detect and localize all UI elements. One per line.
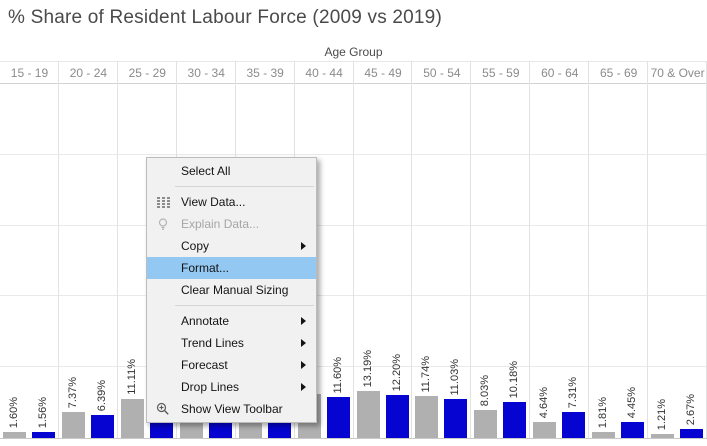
column-header[interactable]: 25 - 29 [128,65,166,80]
bar-2019[interactable] [444,399,467,438]
bar-value-label: 6.39% [96,379,108,411]
menu-item-forecast[interactable]: Forecast [147,354,316,376]
column-separator [647,61,648,438]
bar-value-label: 8.03% [479,374,491,406]
column-separator [529,61,530,438]
menu-item-label: Annotate [181,314,230,328]
bar-value-label: 1.21% [656,398,668,430]
menu-item-label: Drop Lines [181,380,240,394]
bar-value-label: 1.81% [597,396,609,428]
submenu-arrow-icon [301,242,306,250]
column-header[interactable]: 35 - 39 [246,65,284,80]
menu-item-label: Select All [181,164,231,178]
column-header[interactable]: 40 - 44 [305,65,343,80]
column-separator [58,61,59,438]
bar-2019[interactable] [562,412,585,438]
menu-item-select-all[interactable]: Select All [147,160,316,182]
menu-item-label: Explain Data... [181,217,260,231]
bar-2019[interactable] [327,397,350,438]
menu-item-label: View Data... [181,195,246,209]
submenu-arrow-icon [301,361,306,369]
menu-item-drop-lines[interactable]: Drop Lines [147,376,316,398]
column-separator [117,61,118,438]
bar-value-label: 11.03% [449,358,461,396]
column-header[interactable]: 65 - 69 [600,65,638,80]
menu-item-label: Show View Toolbar [181,402,283,416]
submenu-arrow-icon [301,383,306,391]
column-header[interactable]: 30 - 34 [187,65,225,80]
menu-item-format[interactable]: Format... [147,257,316,279]
menu-item-trend-lines[interactable]: Trend Lines [147,332,316,354]
menu-item-annotate[interactable]: Annotate [147,310,316,332]
column-separator [411,61,412,438]
bar-2019[interactable] [680,429,703,438]
column-separator [353,61,354,438]
plot-area: 1.60% 7.37% 11.11% 13.19% 11.74% 8.03% 4.64% 1.… [0,61,707,439]
bar-2009[interactable] [533,422,556,438]
bar-2009[interactable] [121,399,144,438]
menu-item-label: Trend Lines [181,336,244,350]
menu-item-label: Format... [181,261,230,275]
menu-item-label: Clear Manual Sizing [181,283,289,297]
bar-value-label: 11.11% [126,359,138,395]
bar-2009[interactable] [357,391,380,438]
menu-item-view-data[interactable]: View Data... [147,191,316,213]
column-header[interactable]: 70 & Over [650,65,705,80]
column-separator [470,61,471,438]
menu-separator [175,186,314,187]
zoom-icon [155,402,171,416]
bar-value-label: 10.18% [508,360,520,398]
menu-item-show-view-toolbar[interactable]: Show View Toolbar [147,398,316,420]
bar-value-label: 7.31% [567,376,579,408]
x-axis-title: Age Group [324,45,383,59]
bar-value-label: 1.56% [37,396,49,428]
menu-separator [175,305,314,306]
bar-2019[interactable] [386,395,409,438]
bar-2009[interactable] [62,412,85,438]
bar-value-label: 12.20% [391,353,403,391]
menu-item-copy[interactable]: Copy [147,235,316,257]
bar-value-label: 1.60% [8,396,20,428]
submenu-arrow-icon [301,339,306,347]
lightbulb-icon [155,217,171,231]
menu-item-clear-manual-sizing[interactable]: Clear Manual Sizing [147,279,316,301]
bar-2019[interactable] [621,422,644,438]
context-menu: Select All View Data... Explain Data... Cop… [146,157,317,423]
submenu-arrow-icon [301,317,306,325]
bar-2019[interactable] [32,432,55,438]
bar-2009[interactable] [651,434,674,438]
bar-2019[interactable] [91,415,114,438]
bar-2009[interactable] [415,396,438,438]
bar-2019[interactable] [503,402,526,438]
menu-item-explain-data: Explain Data... [147,213,316,235]
column-header[interactable]: 45 - 49 [364,65,402,80]
bar-2009[interactable] [592,432,615,438]
bar-value-label: 11.74% [420,355,432,393]
column-header[interactable]: 60 - 64 [541,65,579,80]
column-header-row: 15 - 19 20 - 24 25 - 29 30 - 34 35 - 39 40 - … [0,61,707,84]
menu-item-label: Forecast [181,358,228,372]
column-separator [588,61,589,438]
bar-value-label: 11.60% [332,356,344,394]
bar-value-label: 2.67% [685,393,697,425]
column-header[interactable]: 50 - 54 [423,65,461,80]
table-icon [155,195,171,209]
x-axis-line [0,438,707,439]
column-header[interactable]: 20 - 24 [69,65,108,80]
menu-item-label: Copy [181,239,210,253]
bar-value-label: 7.37% [67,376,79,408]
bar-value-label: 4.64% [538,386,550,418]
bar-2009[interactable] [474,410,497,438]
bar-2009[interactable] [3,432,26,438]
column-header[interactable]: 15 - 19 [10,65,49,80]
chart-title: % Share of Resident Labour Force (2009 v… [8,7,442,28]
column-header[interactable]: 55 - 59 [482,65,520,80]
bar-value-label: 13.19% [362,349,374,387]
bar-value-label: 4.45% [626,386,638,418]
